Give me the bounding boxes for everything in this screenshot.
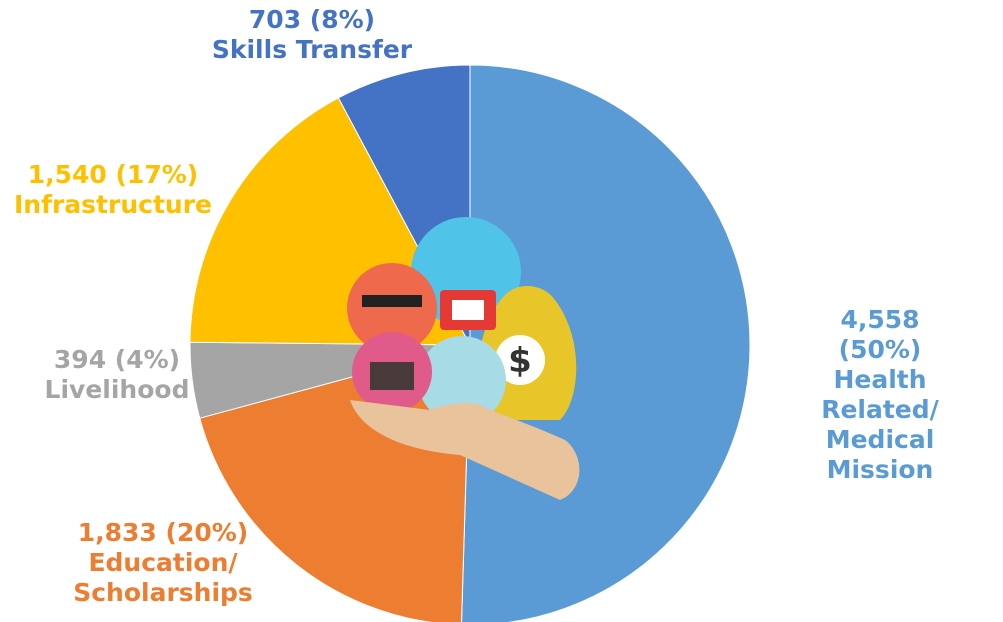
value-label: 703 (8%) (248, 5, 376, 34)
slice-label: 703 (8%) Skills Transfer (212, 5, 412, 65)
value-label: 1,833 (20%) (77, 518, 249, 547)
slice-label: 1,833 (20%) Education/ Scholarships (73, 518, 253, 608)
category-label: Livelihood (44, 375, 190, 404)
category-label: Education/ Scholarships (73, 548, 253, 607)
value-label: 1,540 (17%) (27, 160, 199, 189)
value-label: 394 (4%) (53, 345, 181, 374)
category-label: Infrastructure (14, 190, 212, 219)
svg-text:$: $ (508, 341, 532, 381)
slice-label: 394 (4%) Livelihood (45, 345, 190, 405)
slice-label: 1,540 (17%) Infrastructure (14, 160, 212, 220)
center-illustration: $ (347, 217, 580, 500)
value-label: 4,558 (50%) (838, 305, 922, 364)
slice-label: 4,558 (50%) Health Related/ Medical Missi… (819, 305, 942, 485)
category-label: Skills Transfer (211, 35, 413, 64)
category-label: Health Related/ Medical Mission (821, 365, 939, 484)
